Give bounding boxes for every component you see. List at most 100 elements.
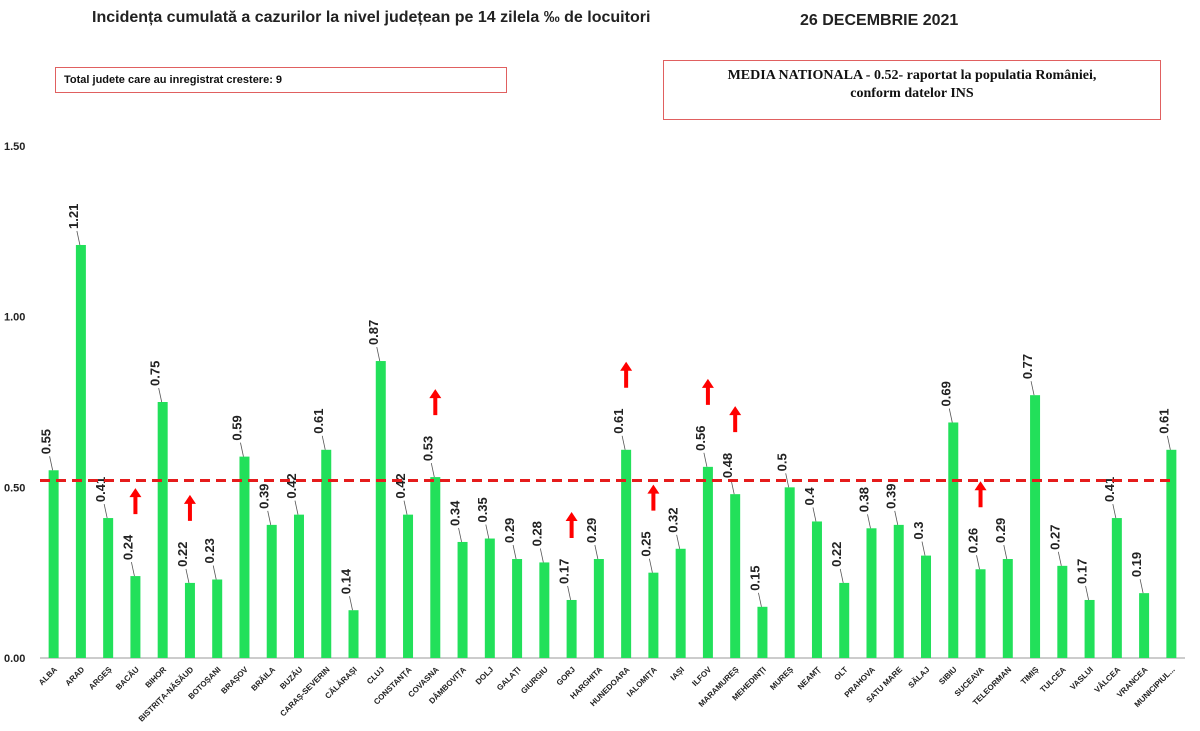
bar (866, 528, 877, 658)
value-label: 0.29 (502, 518, 517, 543)
bar (75, 244, 86, 658)
value-label: 0.77 (1020, 354, 1035, 379)
bar (566, 599, 577, 658)
leader-line (567, 585, 571, 601)
national-average-line1: MEDIA NATIONALA - 0.52- raportat la popu… (727, 68, 1097, 83)
chart-title: Incidența cumulată a cazurilor la nivel … (92, 9, 651, 26)
value-label: 0.29 (584, 518, 599, 543)
value-label: 0.56 (693, 426, 708, 451)
value-label: 0.14 (339, 568, 354, 594)
increase-arrow-icon (429, 389, 442, 416)
leader-line (212, 565, 217, 580)
bar (348, 610, 359, 658)
leader-line (839, 568, 844, 583)
bar (948, 422, 959, 658)
leader-line (649, 558, 653, 573)
category-label: BACĂU (114, 665, 141, 692)
leader-line (785, 473, 790, 488)
leader-line (294, 500, 299, 515)
bar (184, 582, 195, 658)
bar (839, 582, 850, 658)
category-label: GALAȚI (495, 665, 522, 692)
national-average-line2: conform datelor INS (850, 86, 974, 101)
category-label: IAȘI (669, 665, 686, 682)
increase-arrow-icon (647, 484, 660, 511)
leader-line (485, 524, 490, 539)
category-label: ALBA (37, 665, 59, 687)
value-label: 0.61 (611, 408, 626, 433)
value-label: 0.53 (420, 436, 435, 461)
leader-line (1085, 585, 1089, 601)
bar (130, 576, 141, 658)
bar (675, 548, 686, 658)
bar (975, 569, 986, 658)
leader-line (185, 568, 190, 583)
bar (702, 466, 713, 658)
leader-line (458, 527, 462, 543)
bar (921, 555, 932, 658)
value-label: 0.75 (148, 361, 163, 386)
leader-line (594, 544, 599, 560)
value-label: 1.21 (66, 204, 81, 229)
value-label: 0.26 (966, 528, 981, 553)
category-label: SIBIU (937, 665, 959, 687)
leader-line (948, 408, 953, 423)
category-label: ILFOV (690, 665, 713, 688)
category-label: NEAMȚ (796, 665, 823, 692)
value-label: 0.48 (720, 453, 735, 478)
leader-line (867, 514, 871, 529)
value-label: 0.87 (366, 320, 381, 345)
leader-line (403, 500, 408, 515)
leader-line (267, 510, 272, 525)
category-label: VASLUI (1068, 665, 1095, 692)
category-label: ARAD (64, 665, 87, 688)
value-label: 0.38 (856, 487, 871, 512)
leader-line (921, 541, 926, 556)
increase-arrow-icon (620, 361, 633, 388)
leader-line (349, 596, 353, 611)
leader-line (1166, 435, 1171, 450)
bar (212, 579, 223, 658)
leader-line (376, 346, 381, 362)
value-label: 0.55 (39, 429, 54, 454)
bar (1166, 449, 1177, 658)
bar (784, 487, 795, 658)
increase-arrow-icon (129, 488, 142, 515)
bar (375, 361, 386, 658)
increase-count-box: Total judete care au inregistrat crester… (55, 67, 507, 93)
value-label: 0.25 (638, 531, 653, 556)
category-label: BRĂILA (249, 665, 277, 693)
leader-line (430, 463, 435, 478)
leader-line (131, 561, 135, 577)
value-label: 0.41 (1102, 477, 1117, 502)
y-tick-label: 1.00 (4, 312, 25, 324)
national-average-box: MEDIA NATIONALA - 0.52- raportat la popu… (663, 60, 1161, 120)
bar (648, 572, 659, 658)
value-label: 0.29 (993, 518, 1008, 543)
bar (403, 514, 414, 658)
leader-line (1030, 381, 1035, 396)
bar (1002, 559, 1013, 658)
category-label: CARAȘ-SEVERIN (278, 665, 331, 718)
bar (103, 518, 114, 658)
category-label: SĂLAJ (907, 665, 932, 690)
leader-line (676, 534, 681, 549)
value-label: 0.39 (257, 484, 272, 509)
value-label: 0.28 (529, 521, 544, 546)
value-label: 0.22 (175, 542, 190, 567)
value-label: 0.22 (829, 542, 844, 567)
leader-line (976, 555, 980, 570)
leader-line (321, 435, 326, 450)
bar (157, 402, 168, 658)
bar (266, 524, 277, 658)
category-label: BUZĂU (278, 665, 304, 691)
category-label: GORJ (555, 665, 577, 687)
y-tick-label: 1.50 (4, 141, 25, 153)
value-label: 0.41 (93, 477, 108, 502)
increase-arrow-icon (701, 378, 714, 405)
leader-line (894, 510, 899, 525)
chart-date: 26 DECEMBRIE 2021 (800, 12, 959, 29)
bar (730, 494, 741, 658)
leader-line (1112, 503, 1117, 519)
